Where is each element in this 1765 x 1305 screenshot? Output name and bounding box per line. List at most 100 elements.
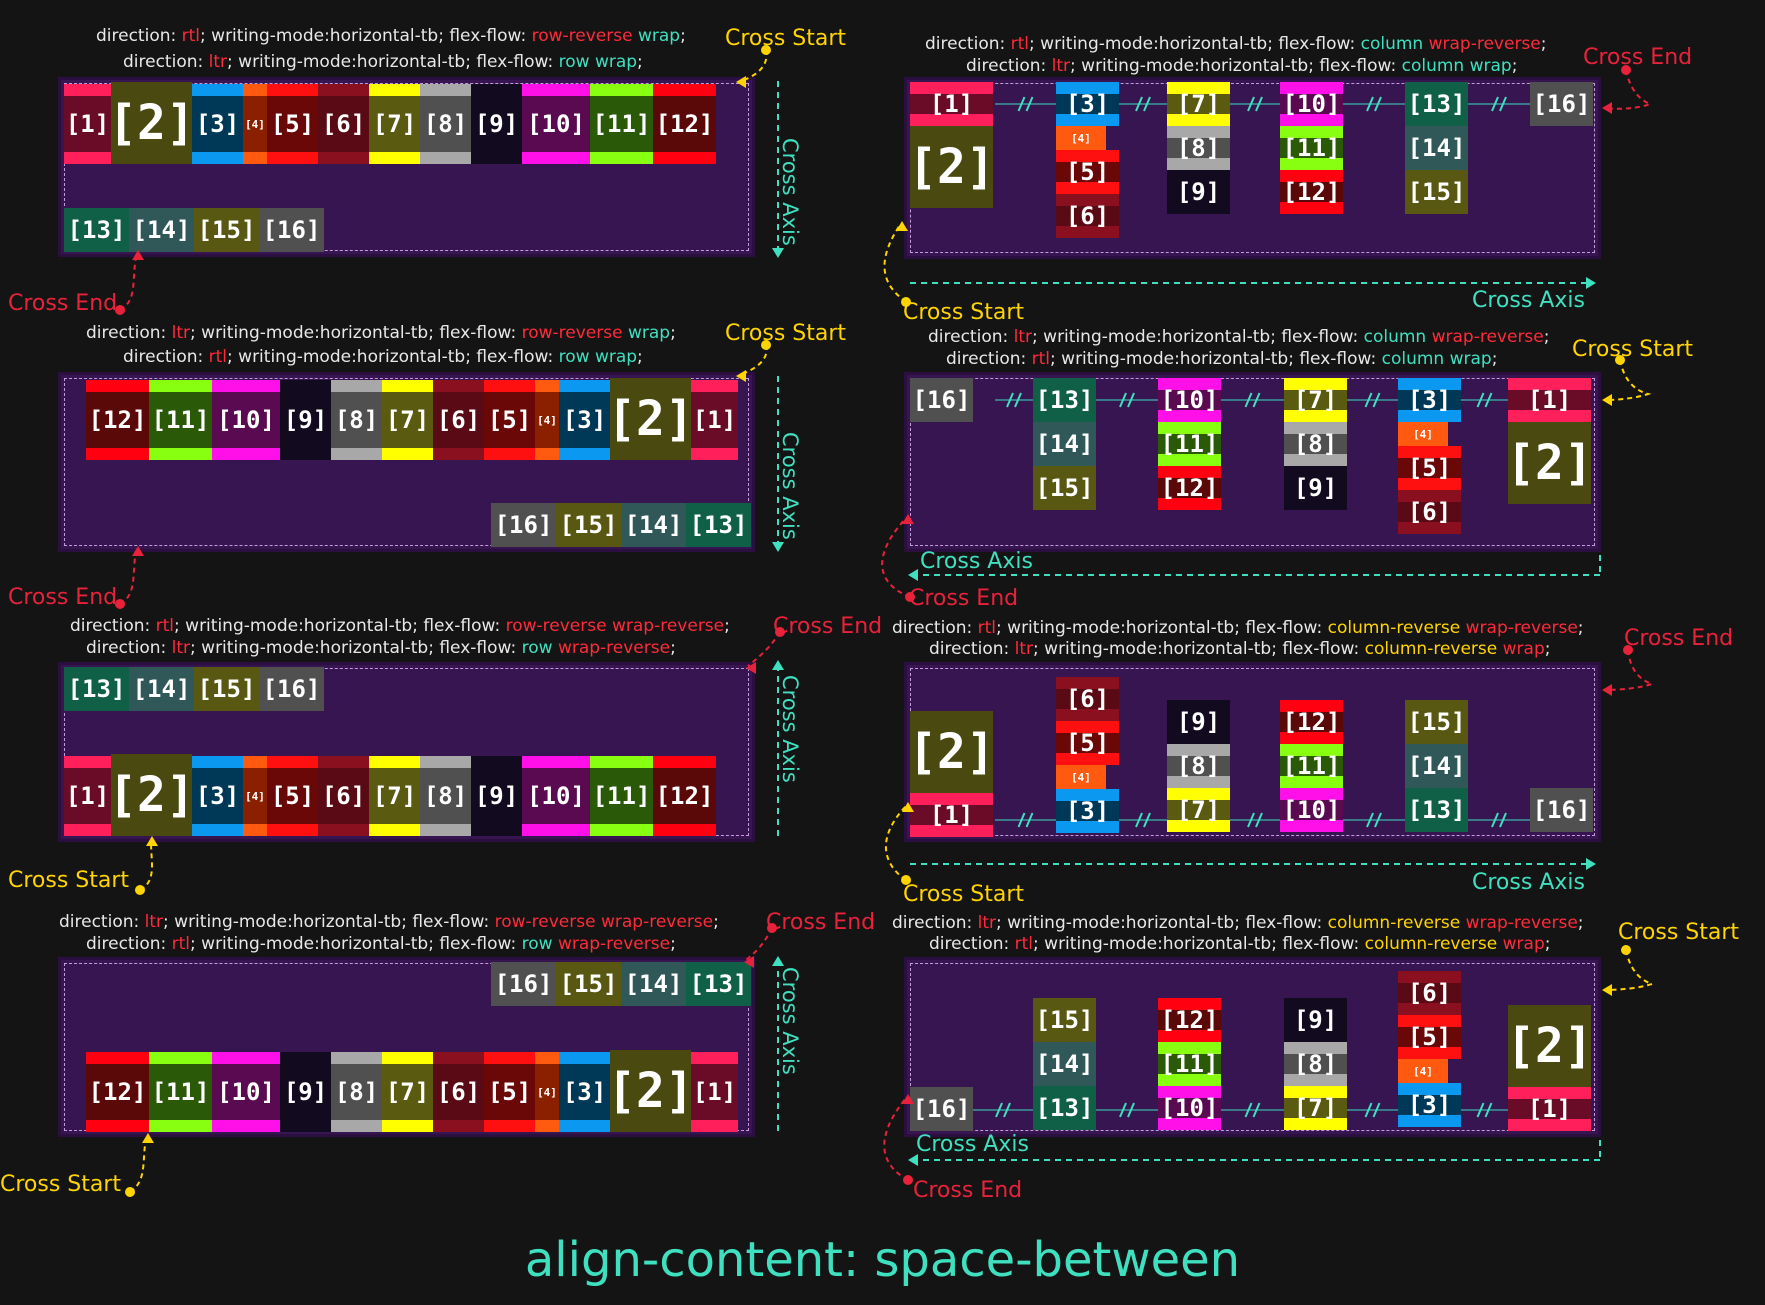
pointer-curve [119,251,139,311]
cross-start-label: Cross Start [903,882,1025,907]
flex-item-5: [5] [1056,150,1119,194]
caption-part: row-reverse [505,616,607,636]
caption-part: direction: [966,56,1052,76]
caption-part: ; writing-mode:horizontal-tb; flex-flow: [1033,639,1365,659]
flex-item-12: [12] [86,1052,149,1132]
flex-item-14: [14] [129,208,194,252]
flex-item-1: [1] [64,756,111,836]
caption-part: ; writing-mode:horizontal-tb; flex-flow: [996,913,1328,933]
flex-item-13: [13] [1405,82,1468,126]
caption-part: ; [1544,639,1551,659]
flex-item-15: [15] [194,667,259,711]
flex-item-6: [6] [1398,490,1461,534]
caption-part: rtl [208,347,228,367]
cross-end-label: Cross End [913,1178,1023,1203]
caption-part: ; writing-mode:horizontal-tb; flex-flow: [1029,34,1361,54]
flex-item-5: [5] [267,756,318,836]
caption-part: ; writing-mode:horizontal-tb; flex-flow: [996,618,1328,638]
flex-item-14: [14] [129,667,194,711]
caption-part: rtl [1031,349,1051,369]
pointer-dot-icon [125,1187,135,1197]
pointer-dot-icon [135,885,145,895]
cross-start-label: Cross Start [903,300,1025,325]
caption-part: direction: [70,616,156,636]
caption-part: direction: [86,934,172,954]
caption-part: ; [1543,327,1550,347]
flex-item-9: [9] [1284,466,1347,510]
caption-part: direction: [123,52,209,72]
cross-start-label: Cross Start [0,1172,122,1197]
flex-item-12: [12] [653,84,716,164]
cross-start-label: Cross Start [1572,337,1694,362]
flex-item-11: [11] [590,756,653,836]
flex-item-11: [11] [1280,744,1343,788]
caption-part: row [521,934,553,954]
flex-item-5: [5] [484,380,535,460]
caption-part: direction: [86,638,172,658]
caption-part: rtl [171,934,191,954]
caption-part: ; [724,616,730,636]
caption-part: ltr [208,52,228,72]
arrow-head-icon [772,956,784,966]
flex-item-2: [2] [1506,1005,1593,1087]
flex-item-11: [11] [590,84,653,164]
flex-item-4: [4] [243,756,267,836]
flex-item-10: [10] [1280,82,1343,126]
caption-line: direction: rtl; writing-mode:horizontal-… [123,347,643,367]
flex-item-1: [1] [1508,1087,1591,1131]
caption-part: ; [670,323,676,343]
cross-end-label: Cross End [1624,626,1734,651]
arrow-head-icon [772,248,784,258]
pointer-curve [1603,949,1656,991]
caption-part: rtl [977,618,997,638]
caption-part: wrap-reverse [1465,618,1578,638]
caption-part: direction: [59,912,145,932]
flex-item-9: [9] [1167,700,1230,744]
flex-item-9: [9] [280,1052,331,1132]
caption-line: direction: rtl; writing-mode:horizontal-… [96,26,686,46]
caption-part: ltr [1051,56,1071,76]
flex-item-3: [3] [1056,82,1119,126]
flex-item-12: [12] [653,756,716,836]
caption-part: wrap-reverse [611,616,725,636]
caption-part: column-reverse [1327,618,1461,638]
flex-item-12: [12] [86,380,149,460]
flex-item-7: [7] [1284,378,1347,422]
caption-part: row-reverse [531,26,633,46]
caption-part: row-reverse [521,323,623,343]
arrow-head-icon [908,569,918,581]
pointer-curve [884,805,907,881]
flex-item-7: [7] [382,380,433,460]
flex-item-10: [10] [522,84,590,164]
flex-item-5: [5] [267,84,318,164]
pointer-curve [119,547,139,605]
caption-part: ; writing-mode:horizontal-tb; flex-flow: [1050,349,1382,369]
caption-part: ; writing-mode:horizontal-tb; flex-flow: [1033,934,1365,954]
caption-part: column-reverse [1327,913,1461,933]
caption-part: ; writing-mode:horizontal-tb; flex-flow: [163,912,495,932]
flex-item-4: [4] [243,84,267,164]
flex-item-15: [15] [1405,170,1468,214]
flex-item-6: [6] [318,756,369,836]
flex-item-3: [3] [192,84,243,164]
flex-item-16: [16] [1530,82,1593,126]
flex-item-10: [10] [522,756,590,836]
caption-part: ; writing-mode:horizontal-tb; flex-flow: [1032,327,1364,347]
caption-part: column-reverse [1364,639,1498,659]
flex-item-11: [11] [1280,126,1343,170]
flex-item-9: [9] [1284,998,1347,1042]
flex-item-16: [16] [259,208,324,252]
caption-part: ltr [1014,639,1034,659]
flex-item-7: [7] [369,84,420,164]
cross-axis-label: Cross Axis [778,138,802,246]
flex-item-14: [14] [1033,422,1096,466]
caption-part: wrap-reverse [600,912,714,932]
caption-line: direction: rtl; writing-mode:horizontal-… [70,616,730,636]
flex-item-2: [2] [1506,422,1593,504]
caption-part: direction: [929,934,1015,954]
flex-item-15: [15] [1033,998,1096,1042]
flex-item-7: [7] [1284,1086,1347,1130]
flex-item-3: [3] [192,756,243,836]
caption-line: direction: rtl; writing-mode:horizontal-… [925,34,1546,54]
flex-item-12: [12] [1158,998,1221,1042]
